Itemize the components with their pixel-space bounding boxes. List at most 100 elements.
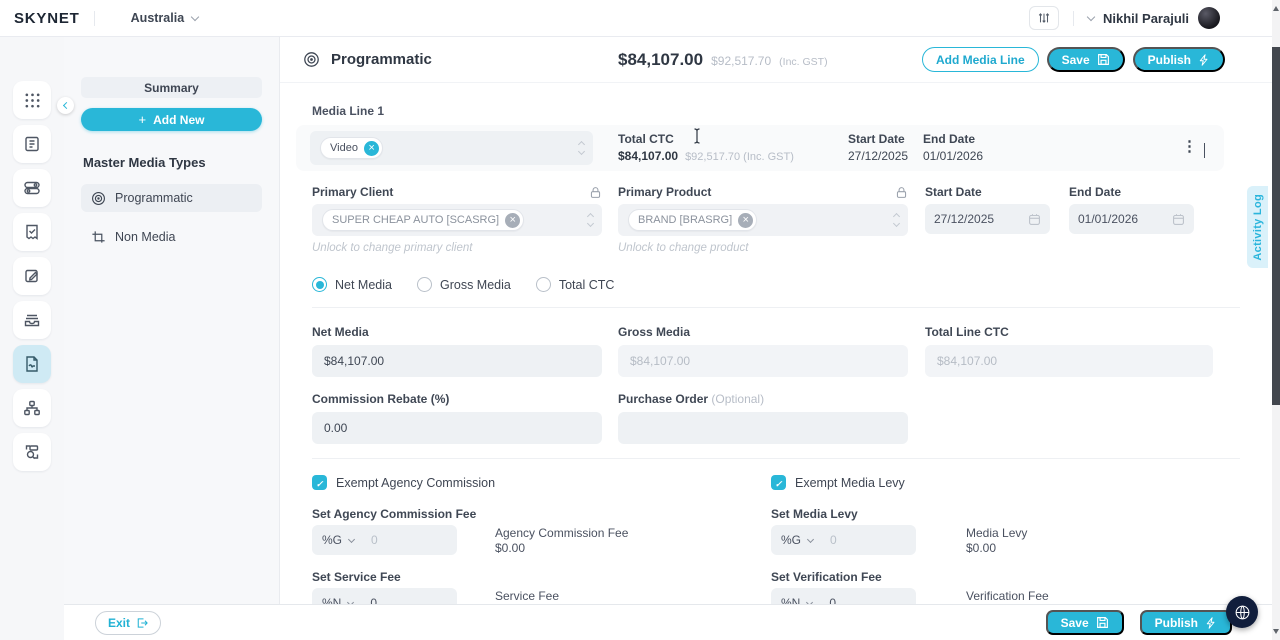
pricing-mode-group: Net Media Gross Media Total CTC: [312, 277, 1240, 292]
activity-log-label: Activity Log: [1251, 193, 1264, 261]
media-types-sidebar: Summary Add New Master Media Types Progr…: [64, 37, 280, 604]
close-icon: [509, 214, 515, 226]
total-ctc-value: $84,107.00: [618, 149, 679, 163]
scrollbar-thumb[interactable]: [1272, 47, 1280, 405]
text-cursor: [694, 128, 700, 144]
calendar-icon: [1173, 213, 1184, 225]
purchase-order-input[interactable]: [618, 412, 908, 444]
sidebar-item-programmatic[interactable]: Programmatic: [81, 184, 262, 212]
radio-net-media[interactable]: Net Media: [312, 277, 392, 292]
region-selector[interactable]: Australia: [131, 11, 200, 25]
checkbox-label: Exempt Agency Commission: [336, 475, 496, 490]
apps-grid-icon[interactable]: [13, 81, 51, 119]
add-new-label: Add New: [153, 112, 205, 127]
sidebar-item-non-media[interactable]: Non Media: [81, 223, 262, 251]
select-chevrons-icon: [577, 140, 586, 156]
remove-chip-button[interactable]: [505, 212, 521, 228]
exit-button[interactable]: Exit: [95, 610, 162, 635]
lock-icon[interactable]: [589, 186, 602, 199]
unlock-hint: Unlock to change product: [618, 242, 749, 254]
clipboard-list-icon[interactable]: [13, 125, 51, 163]
summary-button[interactable]: Summary: [81, 77, 262, 98]
chip-label: SUPER CHEAP AUTO [SCASRG]: [332, 214, 500, 226]
unlock-hint: Unlock to change primary client: [312, 242, 473, 254]
agency-commission-fee-field[interactable]: %G 0: [312, 525, 457, 555]
add-new-button[interactable]: Add New: [81, 108, 262, 131]
primary-client-label: Primary Client: [312, 185, 394, 199]
verification-fee-field[interactable]: %N 0: [771, 588, 916, 604]
fee-unit: %N: [781, 596, 801, 604]
receipt-check-icon[interactable]: [13, 213, 51, 251]
commission-rebate-label: Commission Rebate (%): [312, 392, 450, 406]
footer-publish-button[interactable]: Publish: [1139, 610, 1232, 635]
sidebar-item-label: Programmatic: [115, 191, 193, 205]
radio-label: Gross Media: [439, 277, 511, 292]
commission-rebate-input[interactable]: 0.00: [312, 412, 602, 444]
globe-widget-button[interactable]: [1226, 596, 1258, 628]
media-type-chip: Video: [320, 137, 383, 159]
sidebar-collapse-button[interactable]: [57, 97, 74, 114]
sliders-icon: [1038, 13, 1050, 23]
save-label: Save: [1060, 615, 1089, 630]
radio-label: Total CTC: [558, 277, 615, 292]
select-chevrons-icon: [892, 212, 901, 228]
end-date-field[interactable]: 01/01/2026: [1069, 204, 1194, 234]
add-media-line-button[interactable]: Add Media Line: [921, 47, 1039, 72]
primary-product-chip: BRAND [BRASRG]: [628, 209, 758, 231]
service-fee-field[interactable]: %N 0: [312, 588, 457, 604]
remove-chip-button[interactable]: [738, 212, 754, 228]
close-icon: [742, 214, 748, 226]
radio-total-ctc[interactable]: Total CTC: [535, 277, 615, 292]
media-line-summary-card: Video Total CTC $84,107.00 $92,517.70 (I…: [296, 125, 1224, 171]
inbox-tray-icon[interactable]: [13, 301, 51, 339]
toggle-switches-icon[interactable]: [13, 169, 51, 207]
start-date-field[interactable]: 27/12/2025: [925, 204, 1050, 234]
org-network-icon[interactable]: [13, 389, 51, 427]
activity-log-tab[interactable]: Activity Log: [1247, 186, 1268, 268]
fee-value: 0: [370, 596, 378, 604]
edit-note-icon[interactable]: [13, 257, 51, 295]
radio-gross-media[interactable]: Gross Media: [416, 277, 511, 292]
filter-sliders-button[interactable]: [1029, 6, 1060, 30]
divider: [312, 458, 1240, 459]
checkbox-label: Exempt Media Levy: [795, 475, 905, 490]
publish-label: Publish: [1147, 52, 1191, 67]
primary-client-select[interactable]: SUPER CHEAP AUTO [SCASRG]: [312, 204, 602, 236]
target-icon: [92, 191, 105, 205]
line-menu-button[interactable]: [1182, 137, 1197, 155]
scroll-down-arrow[interactable]: [1273, 629, 1279, 634]
save-button[interactable]: Save: [1046, 47, 1125, 72]
plus-icon: [139, 112, 147, 127]
scroll-up-arrow[interactable]: [1273, 6, 1279, 11]
radio-icon: [416, 277, 432, 292]
search-audit-icon[interactable]: [13, 433, 51, 471]
exit-icon: [137, 617, 148, 628]
start-date-value: 27/12/2025: [934, 212, 995, 226]
file-contract-icon[interactable]: [13, 345, 51, 383]
page-title: Programmatic: [331, 51, 432, 68]
exempt-media-levy-checkbox[interactable]: Exempt Media Levy: [771, 475, 1230, 490]
fee-value: 0: [830, 533, 837, 547]
remove-chip-button[interactable]: [363, 140, 379, 156]
start-date-label: Start Date: [925, 185, 982, 199]
avatar[interactable]: [1198, 7, 1220, 29]
lock-icon[interactable]: [895, 186, 908, 199]
media-type-select[interactable]: Video: [310, 131, 593, 165]
radio-selected-icon: [312, 277, 327, 292]
net-media-input[interactable]: $84,107.00: [312, 345, 602, 377]
footer-bar: Exit Save Publish: [64, 604, 1280, 640]
user-menu[interactable]: Nikhil Parajuli: [1086, 7, 1220, 29]
exempt-agency-commission-checkbox[interactable]: Exempt Agency Commission: [312, 475, 771, 490]
gst-note: (Inc. GST): [779, 55, 828, 68]
gross-media-label: Gross Media: [618, 325, 691, 339]
vertical-scrollbar[interactable]: [1272, 0, 1280, 640]
publish-button[interactable]: Publish: [1132, 47, 1225, 72]
fee-unit: %N: [322, 596, 342, 604]
footer-save-button[interactable]: Save: [1045, 610, 1124, 635]
media-levy-field[interactable]: %G 0: [771, 525, 916, 555]
collapse-line-button[interactable]: [1204, 143, 1205, 158]
primary-product-select[interactable]: BRAND [BRASRG]: [618, 204, 908, 236]
lightning-icon: [1199, 53, 1208, 66]
chip-label: BRAND [BRASRG]: [638, 214, 733, 226]
end-date-value: 01/01/2026: [923, 149, 984, 163]
